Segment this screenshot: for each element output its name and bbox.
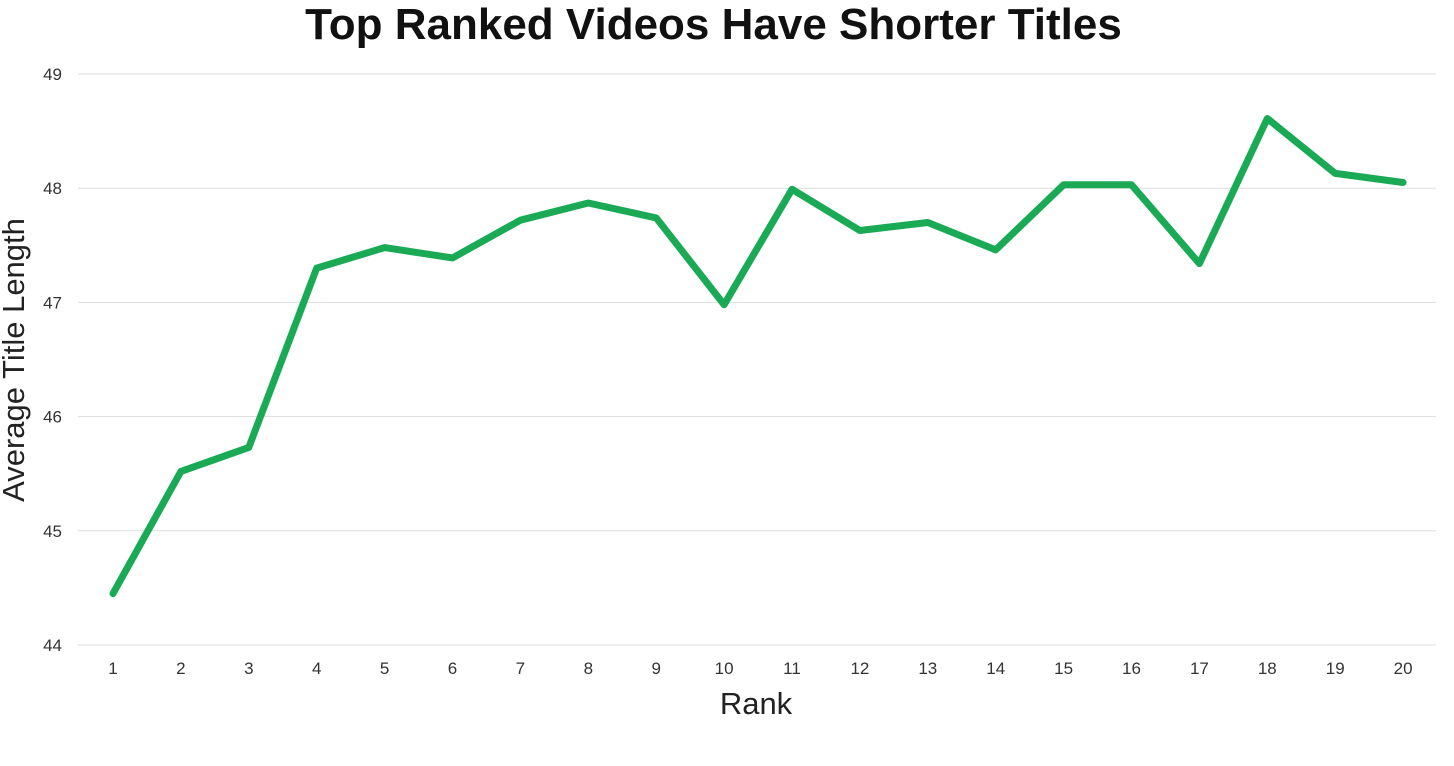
data-point-rank-17 bbox=[1196, 260, 1203, 267]
x-tick-label: 11 bbox=[783, 659, 801, 678]
x-tick-label: 2 bbox=[176, 659, 185, 678]
data-point-rank-6 bbox=[449, 254, 456, 261]
data-point-rank-1 bbox=[110, 590, 116, 597]
x-tick-label: 5 bbox=[380, 659, 389, 678]
x-tick-label: 16 bbox=[1122, 659, 1141, 678]
data-point-rank-10 bbox=[721, 301, 728, 308]
data-point-rank-18 bbox=[1264, 115, 1271, 122]
data-point-rank-11 bbox=[789, 186, 795, 193]
x-axis-title: Rank bbox=[720, 686, 793, 721]
y-tick-label: 49 bbox=[43, 65, 62, 84]
y-axis-ticks: 44 45 46 47 48 49 bbox=[43, 65, 62, 655]
y-tick-label: 48 bbox=[43, 179, 62, 198]
x-tick-label: 10 bbox=[715, 659, 734, 678]
data-point-rank-19 bbox=[1332, 170, 1339, 177]
data-point-rank-2 bbox=[177, 468, 184, 475]
data-point-rank-15 bbox=[1060, 181, 1067, 188]
x-tick-label: 20 bbox=[1394, 659, 1413, 678]
y-tick-label: 46 bbox=[43, 408, 62, 427]
series-layer bbox=[109, 115, 1407, 598]
data-point-rank-5 bbox=[381, 244, 388, 251]
data-point-rank-12 bbox=[856, 227, 863, 234]
data-point-rank-20 bbox=[1400, 179, 1407, 186]
data-point-rank-16 bbox=[1128, 181, 1135, 188]
data-point-rank-3 bbox=[245, 444, 252, 451]
x-tick-label: 7 bbox=[516, 659, 525, 678]
y-tick-label: 45 bbox=[43, 522, 62, 541]
data-point-rank-7 bbox=[517, 217, 524, 224]
y-axis-title: Average Title Length bbox=[0, 218, 31, 502]
x-axis-ticks: 1 2 3 4 5 6 7 8 9 10 11 12 13 14 15 16 17 18 19 20 bbox=[108, 659, 1412, 678]
data-point-rank-13 bbox=[924, 219, 931, 226]
y-tick-label: 47 bbox=[43, 293, 62, 312]
x-tick-label: 19 bbox=[1326, 659, 1345, 678]
data-point-rank-14 bbox=[992, 246, 999, 253]
x-tick-label: 8 bbox=[584, 659, 593, 678]
x-tick-label: 13 bbox=[918, 659, 937, 678]
x-tick-label: 6 bbox=[448, 659, 457, 678]
x-tick-label: 1 bbox=[108, 659, 117, 678]
x-tick-label: 3 bbox=[244, 659, 253, 678]
x-tick-label: 14 bbox=[986, 659, 1005, 678]
x-tick-label: 4 bbox=[312, 659, 321, 678]
x-tick-label: 12 bbox=[850, 659, 869, 678]
x-tick-label: 18 bbox=[1258, 659, 1277, 678]
series-line-0 bbox=[109, 115, 1407, 598]
data-point-rank-4 bbox=[313, 265, 320, 272]
x-tick-label: 15 bbox=[1054, 659, 1073, 678]
y-tick-label: 44 bbox=[43, 636, 62, 655]
data-point-rank-9 bbox=[653, 214, 660, 221]
data-point-rank-8 bbox=[585, 200, 592, 207]
chart-title: Top Ranked Videos Have Shorter Titles bbox=[305, 0, 1122, 49]
x-tick-label: 17 bbox=[1190, 659, 1209, 678]
x-tick-label: 9 bbox=[651, 659, 660, 678]
